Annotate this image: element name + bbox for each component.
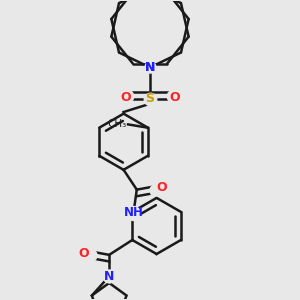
Text: O: O (79, 247, 89, 260)
Text: N: N (104, 270, 114, 283)
Text: O: O (120, 91, 130, 104)
Text: S: S (146, 92, 154, 105)
Text: CH₃: CH₃ (107, 119, 126, 129)
Text: N: N (104, 270, 114, 283)
Text: O: O (157, 182, 167, 194)
Text: N: N (145, 61, 155, 74)
Text: NH: NH (124, 206, 143, 219)
Text: N: N (145, 61, 155, 74)
Text: O: O (169, 91, 180, 104)
